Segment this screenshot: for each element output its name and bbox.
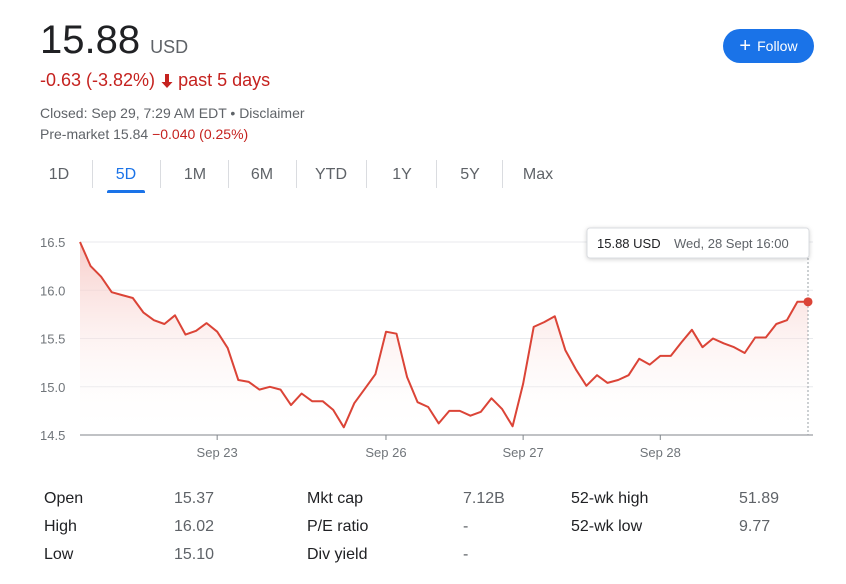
currency-label: USD <box>150 37 189 57</box>
tab-6m[interactable]: 6M <box>250 165 274 183</box>
tab-divider <box>436 160 437 188</box>
stat-label-open: Open <box>44 490 84 507</box>
price-line <box>79 241 808 429</box>
stat-value-high: 16.02 <box>174 518 215 535</box>
tab-5y[interactable]: 5Y <box>460 165 480 183</box>
tooltip-time: Wed, 28 Sept 16:00 <box>674 236 789 251</box>
stat-label-52wk-high: 52-wk high <box>571 490 649 507</box>
tab-1y[interactable]: 1Y <box>392 165 412 183</box>
y-tick-label: 16.5 <box>40 235 65 250</box>
stat-value-52wk-low: 9.77 <box>739 518 771 535</box>
stat-value-div-yield: - <box>463 546 469 563</box>
price-tooltip: 15.88 USD Wed, 28 Sept 16:00 <box>586 227 810 259</box>
price-header: 15.88 USD <box>40 18 188 62</box>
tooltip-price: 15.88 USD <box>597 236 661 251</box>
premarket-change: −0.040 (0.25%) <box>152 126 249 142</box>
y-tick-label: 14.5 <box>40 428 65 443</box>
price-change: -0.63 (-3.82%) past 5 days <box>40 70 270 91</box>
stat-label-mkt-cap: Mkt cap <box>307 490 364 507</box>
tab-5d[interactable]: 5D <box>107 158 145 193</box>
current-price: 15.88 <box>40 18 141 62</box>
x-tick-label: Sep 23 <box>197 445 238 460</box>
price-area-fill <box>80 242 808 435</box>
tab-divider <box>228 160 229 188</box>
tab-max[interactable]: Max <box>522 165 554 183</box>
stat-label-low: Low <box>44 546 74 563</box>
follow-button-label: Follow <box>757 38 798 54</box>
stat-label-div-yield: Div yield <box>307 546 368 563</box>
stat-label-pe-ratio: P/E ratio <box>307 518 369 535</box>
x-tick-label: Sep 28 <box>640 445 681 460</box>
stat-value-pe-ratio: - <box>463 518 469 535</box>
plus-icon: + <box>739 35 752 57</box>
tab-divider <box>296 160 297 188</box>
closed-info: Closed: Sep 29, 7:29 AM EDT • Disclaimer <box>40 105 305 121</box>
tab-1m[interactable]: 1M <box>183 165 207 183</box>
follow-button[interactable]: + Follow <box>723 29 814 63</box>
change-value: -0.63 (-3.82%) <box>40 70 156 90</box>
tab-divider <box>502 160 503 188</box>
stat-value-52wk-high: 51.89 <box>739 490 780 507</box>
stat-value-low: 15.10 <box>174 546 215 563</box>
stat-value-open: 15.37 <box>174 490 215 507</box>
tab-1d[interactable]: 1D <box>48 165 70 183</box>
y-tick-label: 16.0 <box>40 283 65 298</box>
y-tick-label: 15.5 <box>40 332 65 347</box>
premarket-price: Pre-market 15.84 <box>40 126 149 142</box>
price-chart[interactable]: 16.5 16.0 15.5 15.0 14.5 Sep 23 Sep 26 Sep 27 S… <box>0 220 846 470</box>
tab-divider <box>366 160 367 188</box>
stat-label-52wk-low: 52-wk low <box>571 518 643 535</box>
tab-divider <box>160 160 161 188</box>
arrow-down-icon <box>161 73 173 89</box>
tab-ytd[interactable]: YTD <box>315 165 347 183</box>
change-period: past 5 days <box>178 70 271 90</box>
y-tick-label: 15.0 <box>40 380 65 395</box>
stat-value-mkt-cap: 7.12B <box>463 490 505 507</box>
x-tick-label: Sep 26 <box>365 445 406 460</box>
stat-label-high: High <box>44 518 77 535</box>
tab-divider <box>92 160 93 188</box>
last-price-dot <box>803 297 813 307</box>
premarket-info: Pre-market 15.84 −0.040 (0.25%) <box>40 126 248 142</box>
x-tick-label: Sep 27 <box>503 445 544 460</box>
